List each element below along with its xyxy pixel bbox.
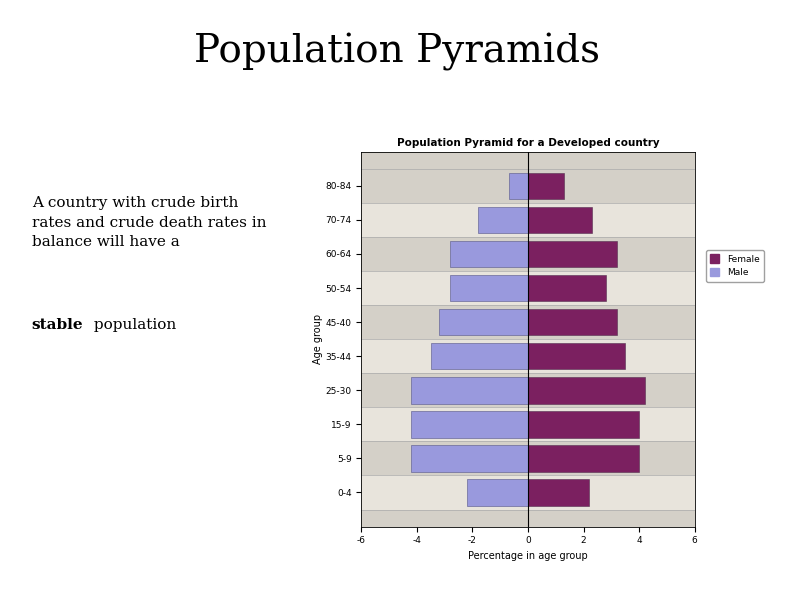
Bar <box>528 309 617 336</box>
Bar <box>361 271 695 305</box>
Bar <box>361 373 695 408</box>
Bar <box>361 237 695 271</box>
X-axis label: Percentage in age group: Percentage in age group <box>468 551 588 561</box>
Bar <box>528 411 639 438</box>
Bar <box>528 275 606 301</box>
Bar <box>528 445 639 472</box>
Bar <box>467 479 528 506</box>
Bar <box>361 169 695 203</box>
Bar <box>450 240 528 267</box>
Bar <box>411 411 528 438</box>
Bar <box>439 309 528 336</box>
Text: Population Pyramids: Population Pyramids <box>194 33 600 71</box>
Bar <box>528 343 626 369</box>
Legend: Female, Male: Female, Male <box>706 250 764 282</box>
Bar <box>361 441 695 475</box>
Bar <box>508 173 528 199</box>
Bar <box>411 377 528 403</box>
Bar <box>450 275 528 301</box>
Title: Population Pyramid for a Developed country: Population Pyramid for a Developed count… <box>397 138 659 148</box>
Bar <box>478 206 528 233</box>
Bar <box>430 343 528 369</box>
Bar <box>528 206 592 233</box>
Bar <box>528 240 617 267</box>
Bar <box>411 445 528 472</box>
Bar <box>528 479 589 506</box>
Y-axis label: Age group: Age group <box>313 314 322 364</box>
Text: A country with crude birth
rates and crude death rates in
balance will have a: A country with crude birth rates and cru… <box>32 196 266 249</box>
Bar <box>361 339 695 373</box>
Bar <box>361 475 695 509</box>
Bar <box>528 377 645 403</box>
Bar <box>361 305 695 339</box>
Bar <box>528 173 564 199</box>
Text: stable: stable <box>32 318 83 332</box>
Text: population: population <box>89 318 176 332</box>
Bar <box>361 203 695 237</box>
Bar <box>361 408 695 441</box>
